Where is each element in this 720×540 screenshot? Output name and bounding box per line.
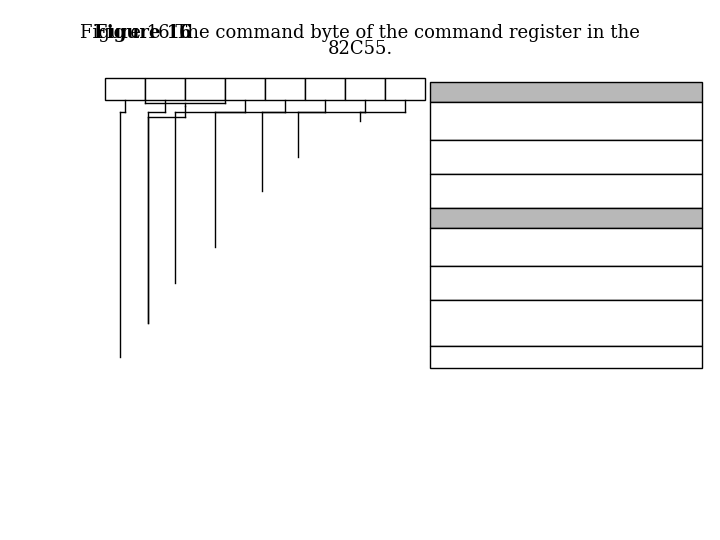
Bar — [345, 78, 385, 100]
Bar — [105, 78, 145, 100]
Text: Figure 16 The command byte of the command register in the: Figure 16 The command byte of the comman… — [80, 24, 640, 42]
Bar — [430, 82, 702, 102]
Bar — [305, 78, 345, 100]
Bar — [430, 208, 702, 228]
Bar — [430, 140, 702, 174]
Bar — [430, 266, 702, 300]
Bar — [430, 228, 702, 266]
Bar — [430, 346, 702, 368]
Bar — [430, 174, 702, 208]
Bar — [385, 78, 425, 100]
Bar — [225, 78, 265, 100]
Bar — [265, 78, 305, 100]
Bar — [145, 78, 185, 100]
Text: Figure 16: Figure 16 — [94, 24, 192, 42]
Text: 82C55.: 82C55. — [328, 40, 392, 58]
Bar — [430, 300, 702, 346]
Bar — [430, 102, 702, 140]
Bar — [185, 78, 225, 100]
